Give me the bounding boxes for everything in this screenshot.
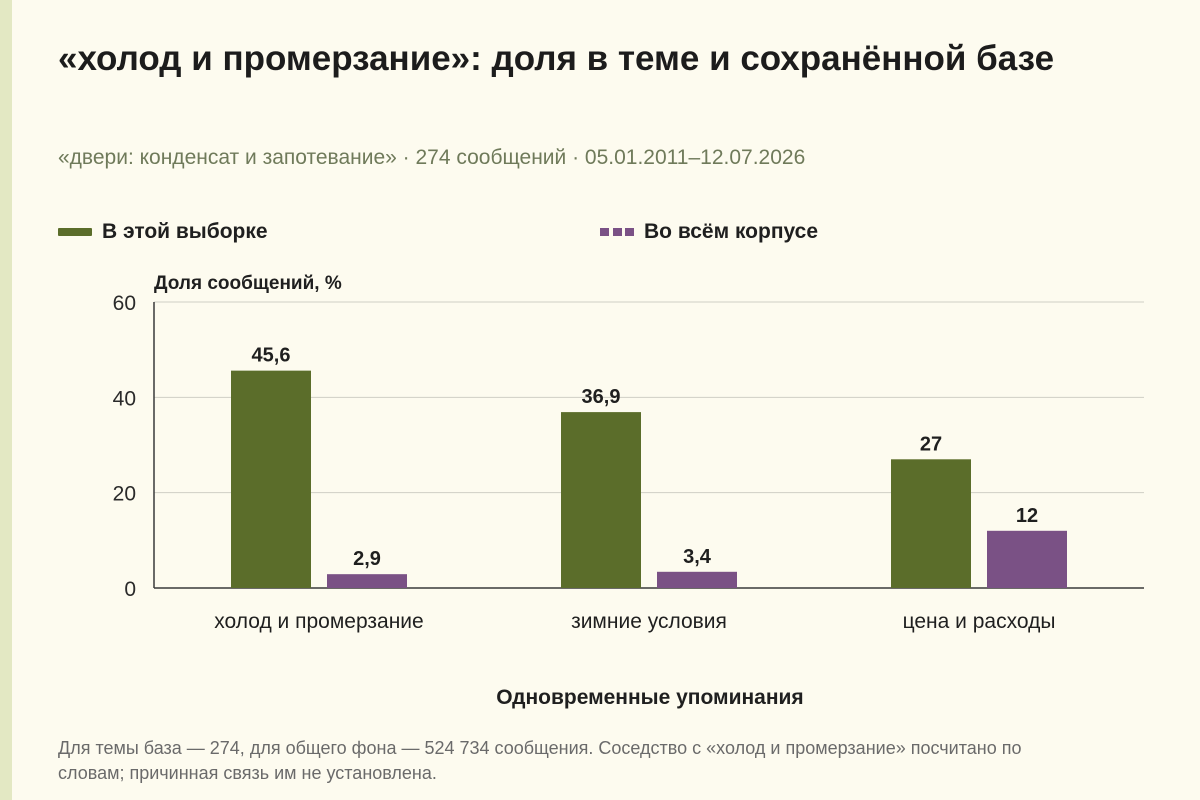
x-tick-label: цена и расходы (903, 610, 1056, 633)
legend-swatch-sample (58, 228, 92, 236)
data-label: 12 (1016, 505, 1038, 527)
legend-item-corpus: Во всём корпусе (600, 219, 818, 245)
data-label: 27 (920, 433, 942, 455)
bar-corpus (987, 530, 1067, 588)
legend-swatch-corpus (600, 228, 634, 236)
legend-label-sample: В этой выборке (102, 220, 268, 243)
bar-sample (561, 412, 641, 588)
legend-label-corpus: Во всём корпусе (644, 220, 819, 243)
bar-sample (231, 370, 311, 588)
legend-item-sample: В этой выборке (58, 219, 268, 245)
x-axis-label: Одновременные упоминания (496, 686, 804, 709)
x-tick-label: зимние условия (571, 610, 727, 633)
bar-corpus (327, 574, 407, 588)
data-label: 2,9 (353, 548, 381, 570)
x-tick-label: холод и промерзание (214, 610, 423, 633)
y-tick-label: 40 (113, 387, 136, 410)
chart-title: «холод и промерзание»: доля в теме и сох… (58, 39, 1055, 78)
chart-subtitle: «двери: конденсат и запотевание» · 274 с… (58, 146, 806, 169)
left-accent-strip (0, 0, 12, 800)
footnote: Для темы база — 274, для общего фона — 5… (58, 738, 1022, 783)
y-tick-label: 20 (113, 483, 136, 506)
bar-corpus (657, 571, 737, 588)
y-tick-label: 0 (124, 578, 136, 601)
y-axis-label: Доля сообщений, % (154, 273, 342, 294)
data-label: 3,4 (683, 546, 712, 568)
data-label: 45,6 (252, 345, 291, 367)
y-tick-label: 60 (113, 292, 136, 315)
bar-sample (891, 459, 971, 588)
data-label: 36,9 (582, 386, 621, 408)
